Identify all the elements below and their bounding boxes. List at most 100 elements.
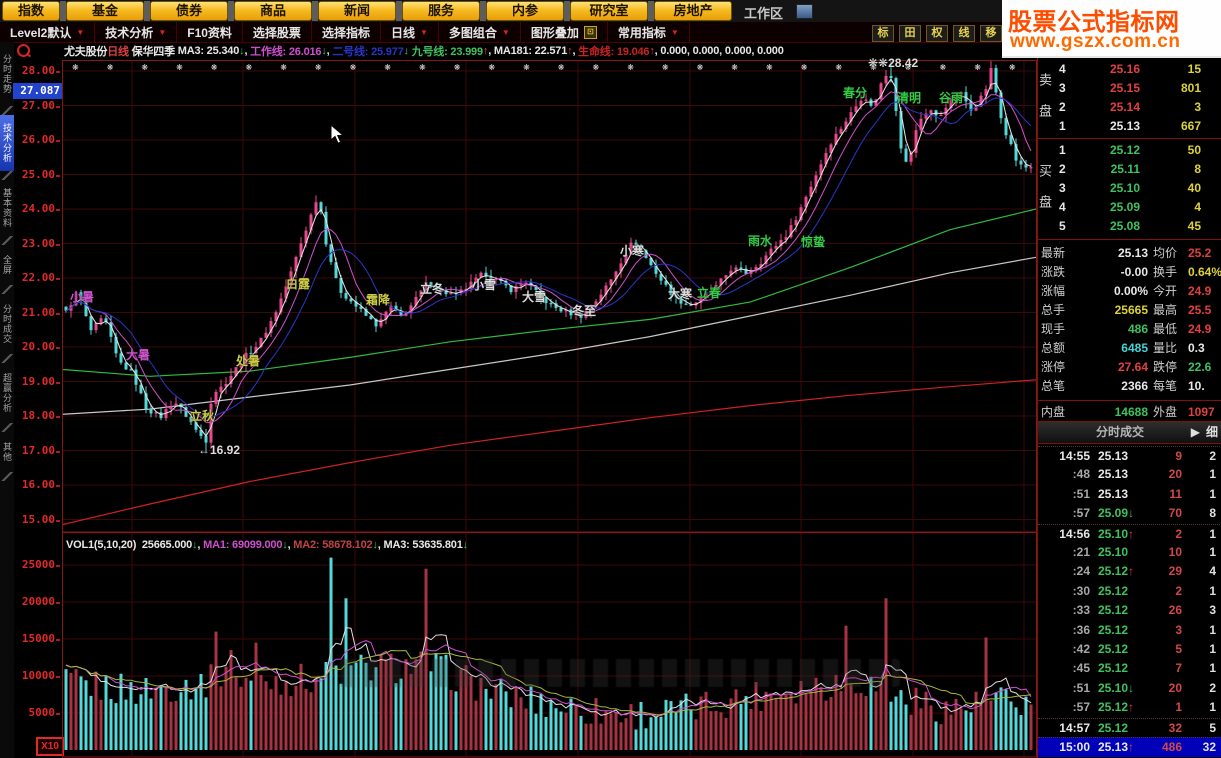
sell-queue-row[interactable]: 1 25.13 667: [1038, 117, 1221, 136]
tick-price: 25.12: [1098, 721, 1129, 735]
stats-row[interactable]: 内盘 14688 外盘 1097: [1038, 403, 1221, 422]
stats-row[interactable]: 总笔 2366 每笔 10.: [1038, 377, 1221, 396]
menu-tab-2[interactable]: 基金: [66, 1, 144, 21]
buy-queue-row[interactable]: 2 25.11 8: [1038, 160, 1221, 179]
svg-text:❋: ❋: [766, 63, 773, 72]
toolbar-item-1[interactable]: Level2默认 ▼: [0, 22, 96, 42]
menu-divider: [312, 1, 318, 21]
menu-tab-3[interactable]: 债券: [150, 1, 228, 21]
mini-button-5[interactable]: 移: [980, 25, 1002, 42]
tick-row[interactable]: :30 25.12 2 1: [1038, 582, 1221, 601]
chevron-down-icon[interactable]: ▼: [76, 27, 85, 37]
magnifier-icon[interactable]: [17, 44, 30, 57]
tick-volume: 20: [1168, 467, 1182, 481]
tick-list-header[interactable]: 分时成交 ▶ 细: [1038, 421, 1221, 444]
tick-time: :30: [1072, 584, 1090, 598]
chevron-down-icon[interactable]: ▼: [501, 27, 510, 37]
chart-svg[interactable]: ❋ ❋ ❋ ❋ ❋ ❋ ❋ ❋ ❋ ❋ ❋ ❋ ❋ ❋ ❋ ❋ ❋ ❋ ❋ ❋ ❋ ❋ ❋ ❋ ❋ ❋ ❋ ❋: [62, 60, 1037, 758]
mini-button-1[interactable]: 标: [872, 25, 894, 42]
toolbar-item-label: 选择股票: [252, 25, 301, 40]
toolbar-item-4[interactable]: 选择股票: [243, 22, 312, 42]
tick-time: :57: [1072, 700, 1090, 714]
mouse-cursor: [330, 123, 345, 150]
menu-tab-7[interactable]: 内参: [486, 1, 564, 21]
overlay-lock-icon[interactable]: ⊡: [583, 25, 597, 39]
tick-volume: 29: [1168, 564, 1182, 578]
menu-tab-8[interactable]: 研究室: [570, 1, 648, 21]
volume-indicator-value: MA1: 69099.000: [203, 538, 283, 551]
stat-value: 6485: [1121, 341, 1148, 355]
watermark-url: www.gszx.com.cn: [1010, 31, 1181, 52]
tick-row[interactable]: :51 25.10 ↓ 20 2: [1038, 679, 1221, 698]
stat-value: 0.3: [1188, 341, 1205, 355]
toolbar-item-8[interactable]: 图形叠加 ⊡: [521, 22, 608, 42]
toolbar-item-5[interactable]: 选择指标: [312, 22, 381, 42]
menu-tab-1[interactable]: 指数: [2, 1, 60, 21]
sell-queue-row[interactable]: 2 25.14 3: [1038, 98, 1221, 117]
menu-tab-5[interactable]: 新闻: [318, 1, 396, 21]
tick-row[interactable]: :57 25.09 ↓ 70 8: [1038, 504, 1221, 523]
sidebar-item-5[interactable]: 分时成交: [2, 304, 12, 344]
stats-row[interactable]: 总手 25665 最高 25.5: [1038, 301, 1221, 320]
stats-row[interactable]: 涨跌 -0.00 换手 0.64%: [1038, 263, 1221, 282]
mini-button-2[interactable]: 田: [899, 25, 921, 42]
tick-detail-link[interactable]: 细: [1205, 425, 1218, 439]
tick-row[interactable]: :57 25.12 ↑ 1 1: [1038, 698, 1221, 717]
sidebar-item-7[interactable]: 其他: [2, 442, 12, 462]
toolbar-item-3[interactable]: F10资料: [177, 22, 243, 42]
tick-row[interactable]: :51 25.13 11 1: [1038, 485, 1221, 504]
toolbar-item-7[interactable]: 多图组合 ▼: [439, 22, 521, 42]
mini-button-4[interactable]: 线: [953, 25, 975, 42]
sidebar-item-2[interactable]: 技术分析: [0, 115, 14, 171]
tick-row[interactable]: 15:00 25.13 ↑ 486 32: [1038, 737, 1221, 757]
tick-row[interactable]: :42 25.12 5 1: [1038, 640, 1221, 659]
stat-label: 涨幅: [1041, 284, 1066, 298]
workspace-icon[interactable]: [796, 4, 813, 19]
toolbar-item-2[interactable]: 技术分析 ▼: [95, 22, 178, 42]
tick-row[interactable]: 14:57 25.12 32 5: [1038, 718, 1221, 738]
tick-volume: 10: [1168, 545, 1182, 559]
candlestick-chart[interactable]: ❋ ❋ ❋ ❋ ❋ ❋ ❋ ❋ ❋ ❋ ❋ ❋ ❋ ❋ ❋ ❋ ❋ ❋ ❋ ❋ ❋ ❋ ❋ ❋ ❋ ❋ ❋ ❋: [62, 60, 1037, 758]
sidebar-item-3[interactable]: 基本资料: [2, 188, 12, 228]
sell-queue-row[interactable]: 3 25.15 801: [1038, 79, 1221, 98]
buy-queue-row[interactable]: 4 25.09 4: [1038, 198, 1221, 217]
tick-row[interactable]: :48 25.13 20 1: [1038, 465, 1221, 484]
sidebar-item-1[interactable]: 分时走势: [2, 54, 12, 94]
sidebar-item-4[interactable]: 全屏: [2, 255, 12, 275]
tick-row[interactable]: :36 25.12 3 1: [1038, 621, 1221, 640]
stats-row[interactable]: 现手 486 最低 24.9: [1038, 320, 1221, 339]
stats-row[interactable]: 涨幅 0.00% 今开 24.9: [1038, 282, 1221, 301]
tick-price: 25.12 ↑: [1098, 562, 1134, 581]
tick-row[interactable]: 14:55 25.13 9 2: [1038, 446, 1221, 466]
buy-queue-row[interactable]: 5 25.08 45: [1038, 217, 1221, 236]
toolbar-item-6[interactable]: 日线 ▼: [381, 22, 439, 42]
quote-panel: 分时成交 ▶ 细 4 25.16 15 3 25.15 801 2 25.14 3 1 25.13 6…: [1037, 56, 1221, 758]
mini-button-3[interactable]: 权: [926, 25, 948, 42]
stat-label: 最新: [1041, 246, 1066, 260]
stats-row[interactable]: 最新 25.13 均价 25.2: [1038, 244, 1221, 263]
buy-queue-row[interactable]: 3 25.10 40: [1038, 179, 1221, 198]
expand-arrow-icon[interactable]: ▶: [1190, 425, 1200, 439]
sell-queue-row[interactable]: 4 25.16 15: [1038, 60, 1221, 79]
menu-tab-4[interactable]: 商品: [234, 1, 312, 21]
tick-row[interactable]: :45 25.12 7 1: [1038, 659, 1221, 678]
chevron-down-icon[interactable]: ▼: [419, 27, 428, 37]
indicator-value: 日线: [107, 46, 129, 58]
chevron-down-icon[interactable]: ▼: [670, 27, 679, 37]
queue-separator: [1038, 138, 1221, 139]
workspace-label[interactable]: 工作区: [744, 6, 784, 21]
chevron-down-icon[interactable]: ▼: [158, 27, 167, 37]
indicator-value: 工作线: 26.016: [250, 46, 322, 58]
tick-row[interactable]: :21 25.10 10 1: [1038, 543, 1221, 562]
tick-row[interactable]: 14:56 25.10 ↑ 2 1: [1038, 524, 1221, 544]
menu-tab-9[interactable]: 房地产: [654, 1, 732, 21]
menu-tab-6[interactable]: 服务: [402, 1, 480, 21]
stats-row[interactable]: 涨停 27.64 跌停 22.6: [1038, 358, 1221, 377]
tick-row[interactable]: :33 25.12 26 3: [1038, 601, 1221, 620]
tick-row[interactable]: :24 25.12 ↑ 29 4: [1038, 562, 1221, 581]
sidebar-item-6[interactable]: 超赢分析: [2, 373, 12, 413]
axis-tick: [56, 565, 60, 567]
buy-queue-row[interactable]: 1 25.12 50: [1038, 141, 1221, 160]
toolbar-item-9[interactable]: 常用指标 ▼: [608, 22, 690, 42]
stats-row[interactable]: 总额 6485 量比 0.3: [1038, 339, 1221, 358]
